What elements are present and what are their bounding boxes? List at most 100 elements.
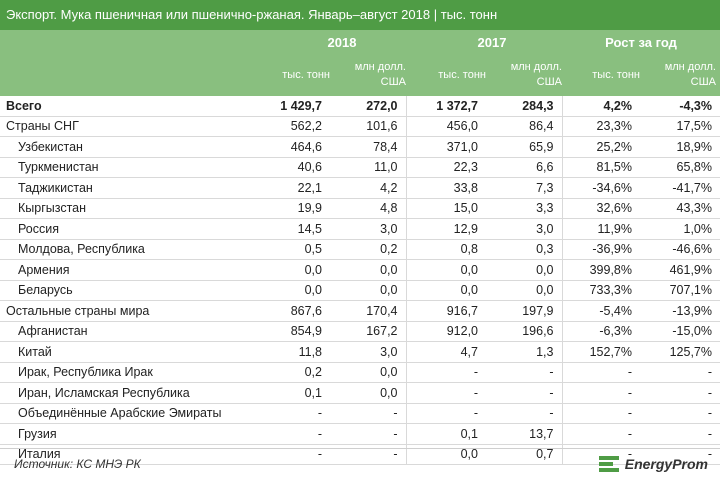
cell-value: 11,9% [562,218,640,240]
row-label: Объединённые Арабские Эмираты [0,403,262,424]
cell-value: -41,7% [640,177,720,199]
row-label: Узбекистан [0,136,262,158]
cell-value: 65,9 [486,136,563,158]
table-row: Ирак, Республика Ирак 0,2 0,0- - - - [0,362,720,383]
cell-value: 3,0 [330,218,407,240]
cell-value: 0,8 [406,239,486,260]
cell-value: 0,0 [406,280,486,301]
cell-value: 170,4 [330,300,407,322]
row-label: Грузия [0,423,262,445]
cell-value: 0,3 [486,239,563,260]
cell-value: 43,3% [640,198,720,219]
cell-value: 912,0 [406,321,486,342]
cell-value: - [640,362,720,383]
cell-value: - [562,362,640,383]
header-2018: 2018 [327,35,357,50]
cell-value: 4,8 [330,198,407,219]
cell-value: 0,0 [406,444,486,465]
cell-value: 23,3% [562,116,640,137]
cell-value: - [562,423,640,445]
table-row: Таджикистан 22,1 4,2 33,8 7,3 -34,6% -41,7% [0,177,720,199]
cell-value: 18,9% [640,136,720,158]
row-label: Всего [0,96,262,117]
cell-value: 3,0 [486,218,563,240]
cell-value: 3,3 [486,198,563,219]
logo-text: EnergyProm [624,456,708,472]
cell-value: 0,0 [262,259,330,281]
cell-value: 196,6 [486,321,563,342]
cell-value: 1 372,7 [406,96,486,117]
cell-value: -13,9% [640,300,720,322]
cell-value: 4,2 [330,177,407,199]
cell-value: - [640,444,720,465]
cell-value: 11,0 [330,157,407,178]
table-row: Туркменистан 40,6 11,0 22,3 6,6 81,5% 65,8% [0,157,720,178]
cell-value: - [406,382,486,404]
cell-value: 0,2 [262,362,330,383]
cell-value: 1,3 [486,341,563,363]
cell-value: - [640,423,720,445]
cell-value: 371,0 [406,136,486,158]
cell-value: 125,7% [640,341,720,363]
cell-value: - [486,403,563,424]
cell-value: 4,2% [562,96,640,117]
footer: Источник: КС МНЭ РК EnergyProm [0,448,720,480]
table-row: Афганистан 854,9 167,2 912,0 196,6 -6,3% -15,0… [0,321,720,342]
header-2017-usd: млн долл. США [510,61,562,88]
cell-value: 562,2 [262,116,330,137]
cell-value: 101,6 [330,116,407,137]
cell-value: 4,7 [406,341,486,363]
row-label: Китай [0,341,262,363]
cell-value: 0,2 [330,239,407,260]
header-growth-tons: тыс. тонн [592,69,640,81]
cell-value: 456,0 [406,116,486,137]
cell-value: 13,7 [486,423,563,445]
cell-value: -15,0% [640,321,720,342]
cell-value: 6,6 [486,157,563,178]
cell-value: - [330,423,407,445]
cell-value: 0,0 [330,362,407,383]
cell-value: 14,5 [262,218,330,240]
cell-value: 32,6% [562,198,640,219]
cell-value: 12,9 [406,218,486,240]
header-growth: Рост за год [605,35,677,50]
source-note: Источник: КС МНЭ РК [14,457,141,471]
cell-value: - [406,362,486,383]
row-label: Кыргызстан [0,198,262,219]
cell-value: 0,0 [406,259,486,281]
row-label: Иран, Исламская Республика [0,382,262,404]
cell-value: 0,7 [486,444,563,465]
cell-value: 11,8 [262,341,330,363]
energyprom-logo-icon [598,456,619,472]
cell-value: 22,1 [262,177,330,199]
cell-value: -4,3% [640,96,720,117]
cell-value: - [330,444,407,465]
header-2018-tons: тыс. тонн [282,69,330,81]
table-row: Всего 1 429,7 272,0 1 372,7 284,3 4,2% -4,3% [0,96,720,117]
cell-value: - [486,362,563,383]
cell-value: -46,6% [640,239,720,260]
row-label: Италия [0,444,262,465]
table-body: Всего 1 429,7 272,0 1 372,7 284,3 4,2% -4,3% Ст… [0,96,720,465]
table-row: Кыргызстан 19,9 4,8 15,0 3,3 32,6% 43,3% [0,198,720,219]
table-row: Узбекистан 464,6 78,4 371,0 65,9 25,2% 18,9% [0,136,720,158]
cell-value: 65,8% [640,157,720,178]
cell-value: -5,4% [562,300,640,322]
cell-value: 78,4 [330,136,407,158]
cell-value: - [262,403,330,424]
row-label: Армения [0,259,262,281]
brand-logo: EnergyProm [597,455,708,473]
cell-value: 0,1 [406,423,486,445]
cell-value: 81,5% [562,157,640,178]
cell-value: -6,3% [562,321,640,342]
cell-value: 461,9% [640,259,720,281]
table-row: Беларусь 0,0 0,0 0,0 0,0 733,3% 707,1% [0,280,720,301]
table-row: Объединённые Арабские Эмираты - - - - - - [0,403,720,424]
cell-value: 0,0 [330,259,407,281]
cell-value: 0,1 [262,382,330,404]
header-2017: 2017 [477,35,507,50]
cell-value: 916,7 [406,300,486,322]
row-label: Афганистан [0,321,262,342]
cell-value: 33,8 [406,177,486,199]
